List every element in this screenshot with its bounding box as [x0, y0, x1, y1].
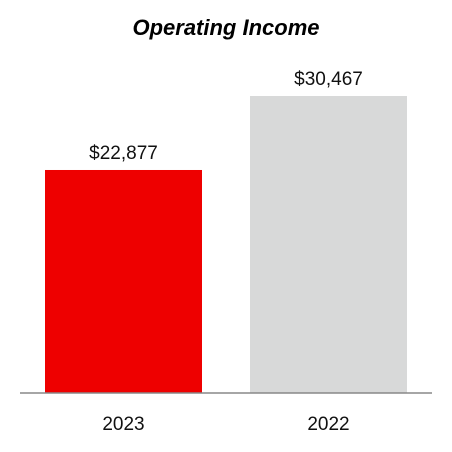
value-label-2023: $22,877 [89, 143, 158, 164]
chart-title: Operating Income [132, 15, 320, 40]
x-tick-label-2023: 2023 [102, 414, 144, 435]
value-labels-group: $22,877 $30,467 [89, 69, 363, 164]
bar-2023 [45, 169, 202, 393]
x-tick-labels-group: 2023 2022 [102, 414, 349, 435]
bar-2022 [250, 96, 407, 393]
x-tick-label-2022: 2022 [307, 414, 349, 435]
value-label-2022: $30,467 [294, 69, 363, 90]
bars-group [45, 96, 407, 393]
